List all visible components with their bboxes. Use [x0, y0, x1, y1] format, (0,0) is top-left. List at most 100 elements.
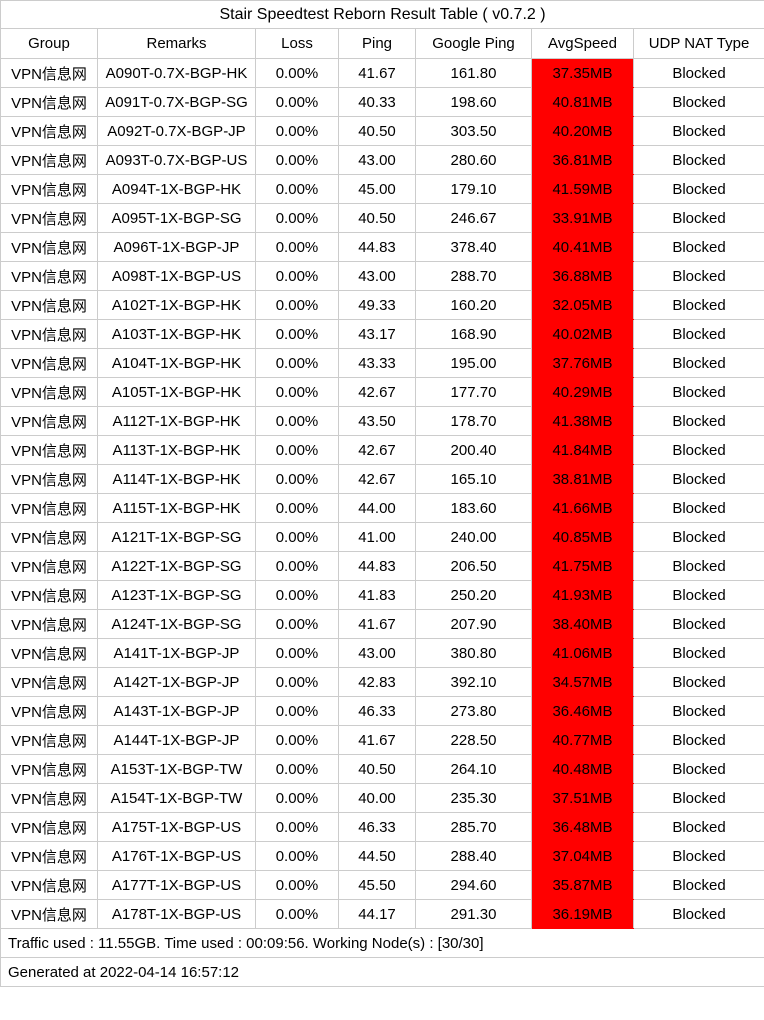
cell-loss: 0.00%	[255, 87, 339, 117]
cell-loss: 0.00%	[255, 116, 339, 146]
cell-ping: 44.83	[338, 232, 416, 262]
column-header-loss: Loss	[255, 28, 339, 59]
table-row: VPN信息网 A142T-1X-BGP-JP 0.00% 42.83 392.10 34.…	[0, 667, 764, 697]
cell-udp-nat-type: Blocked	[632, 87, 764, 117]
cell-group: VPN信息网	[0, 348, 98, 378]
cell-ping: 43.00	[338, 145, 416, 175]
cell-group: VPN信息网	[0, 290, 98, 320]
cell-remarks: A095T-1X-BGP-SG	[97, 203, 256, 233]
cell-udp-nat-type: Blocked	[632, 348, 764, 378]
cell-loss: 0.00%	[255, 435, 339, 465]
cell-group: VPN信息网	[0, 87, 98, 117]
cell-google-ping: 280.60	[415, 145, 532, 175]
cell-google-ping: 177.70	[415, 377, 532, 407]
table-row: VPN信息网 A124T-1X-BGP-SG 0.00% 41.67 207.90 38.…	[0, 609, 764, 639]
cell-avg-speed: 36.88MB	[531, 261, 634, 291]
cell-group: VPN信息网	[0, 116, 98, 146]
cell-udp-nat-type: Blocked	[632, 812, 764, 842]
cell-avg-speed: 35.87MB	[531, 870, 634, 900]
cell-avg-speed: 40.77MB	[531, 725, 634, 755]
table-row: VPN信息网 A154T-1X-BGP-TW 0.00% 40.00 235.30 37.…	[0, 783, 764, 813]
cell-avg-speed: 37.35MB	[531, 58, 634, 88]
cell-avg-speed: 40.41MB	[531, 232, 634, 262]
cell-udp-nat-type: Blocked	[632, 841, 764, 871]
table-row: VPN信息网 A178T-1X-BGP-US 0.00% 44.17 291.30 36.…	[0, 899, 764, 929]
cell-loss: 0.00%	[255, 58, 339, 88]
cell-remarks: A096T-1X-BGP-JP	[97, 232, 256, 262]
cell-ping: 44.50	[338, 841, 416, 871]
cell-ping: 41.67	[338, 58, 416, 88]
cell-loss: 0.00%	[255, 551, 339, 581]
cell-loss: 0.00%	[255, 754, 339, 784]
cell-google-ping: 380.80	[415, 638, 532, 668]
cell-loss: 0.00%	[255, 638, 339, 668]
cell-ping: 43.50	[338, 406, 416, 436]
column-header-group: Group	[0, 28, 98, 59]
cell-avg-speed: 36.19MB	[531, 899, 634, 929]
column-header-google-ping: Google Ping	[415, 28, 532, 59]
cell-avg-speed: 36.46MB	[531, 696, 634, 726]
cell-udp-nat-type: Blocked	[632, 899, 764, 929]
cell-loss: 0.00%	[255, 464, 339, 494]
cell-group: VPN信息网	[0, 493, 98, 523]
generated-text: Generated at 2022-04-14 16:57:12	[0, 957, 764, 987]
cell-google-ping: 183.60	[415, 493, 532, 523]
cell-group: VPN信息网	[0, 58, 98, 88]
cell-ping: 40.50	[338, 116, 416, 146]
cell-remarks: A122T-1X-BGP-SG	[97, 551, 256, 581]
column-header-remarks: Remarks	[97, 28, 256, 59]
cell-ping: 41.67	[338, 609, 416, 639]
cell-group: VPN信息网	[0, 725, 98, 755]
cell-udp-nat-type: Blocked	[632, 406, 764, 436]
cell-avg-speed: 41.38MB	[531, 406, 634, 436]
cell-group: VPN信息网	[0, 145, 98, 175]
cell-ping: 42.67	[338, 435, 416, 465]
column-header-row: Group Remarks Loss Ping Google Ping AvgSpeed U…	[0, 28, 764, 59]
table-row: VPN信息网 A091T-0.7X-BGP-SG 0.00% 40.33 198.60 4…	[0, 87, 764, 117]
cell-loss: 0.00%	[255, 841, 339, 871]
cell-avg-speed: 33.91MB	[531, 203, 634, 233]
cell-avg-speed: 40.02MB	[531, 319, 634, 349]
cell-udp-nat-type: Blocked	[632, 377, 764, 407]
cell-google-ping: 240.00	[415, 522, 532, 552]
cell-avg-speed: 37.76MB	[531, 348, 634, 378]
table-row: VPN信息网 A144T-1X-BGP-JP 0.00% 41.67 228.50 40.…	[0, 725, 764, 755]
table-row: VPN信息网 A103T-1X-BGP-HK 0.00% 43.17 168.90 40.…	[0, 319, 764, 349]
cell-group: VPN信息网	[0, 406, 98, 436]
cell-remarks: A094T-1X-BGP-HK	[97, 174, 256, 204]
cell-avg-speed: 41.75MB	[531, 551, 634, 581]
cell-udp-nat-type: Blocked	[632, 435, 764, 465]
cell-google-ping: 200.40	[415, 435, 532, 465]
cell-remarks: A098T-1X-BGP-US	[97, 261, 256, 291]
cell-remarks: A115T-1X-BGP-HK	[97, 493, 256, 523]
cell-loss: 0.00%	[255, 203, 339, 233]
cell-avg-speed: 38.40MB	[531, 609, 634, 639]
cell-udp-nat-type: Blocked	[632, 870, 764, 900]
cell-udp-nat-type: Blocked	[632, 725, 764, 755]
cell-group: VPN信息网	[0, 638, 98, 668]
cell-avg-speed: 40.20MB	[531, 116, 634, 146]
cell-google-ping: 273.80	[415, 696, 532, 726]
cell-ping: 46.33	[338, 812, 416, 842]
cell-remarks: A092T-0.7X-BGP-JP	[97, 116, 256, 146]
cell-google-ping: 168.90	[415, 319, 532, 349]
cell-ping: 44.17	[338, 899, 416, 929]
cell-udp-nat-type: Blocked	[632, 203, 764, 233]
cell-udp-nat-type: Blocked	[632, 783, 764, 813]
cell-group: VPN信息网	[0, 522, 98, 552]
cell-google-ping: 288.40	[415, 841, 532, 871]
cell-ping: 43.17	[338, 319, 416, 349]
cell-avg-speed: 40.29MB	[531, 377, 634, 407]
cell-udp-nat-type: Blocked	[632, 638, 764, 668]
cell-loss: 0.00%	[255, 406, 339, 436]
cell-udp-nat-type: Blocked	[632, 667, 764, 697]
cell-loss: 0.00%	[255, 174, 339, 204]
cell-ping: 42.83	[338, 667, 416, 697]
cell-remarks: A177T-1X-BGP-US	[97, 870, 256, 900]
table-row: VPN信息网 A105T-1X-BGP-HK 0.00% 42.67 177.70 40.…	[0, 377, 764, 407]
cell-remarks: A123T-1X-BGP-SG	[97, 580, 256, 610]
cell-loss: 0.00%	[255, 319, 339, 349]
cell-ping: 43.00	[338, 638, 416, 668]
cell-udp-nat-type: Blocked	[632, 116, 764, 146]
cell-ping: 44.00	[338, 493, 416, 523]
